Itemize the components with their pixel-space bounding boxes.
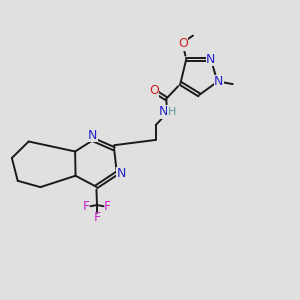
- Text: H: H: [168, 106, 176, 117]
- Text: N: N: [214, 75, 224, 88]
- Text: O: O: [149, 84, 159, 97]
- Text: F: F: [104, 200, 111, 213]
- Text: F: F: [93, 211, 100, 224]
- Text: N: N: [88, 129, 98, 142]
- Text: F: F: [83, 200, 90, 213]
- Text: N: N: [206, 52, 216, 66]
- Text: O: O: [178, 37, 188, 50]
- Text: N: N: [117, 167, 126, 180]
- Text: N: N: [158, 105, 168, 118]
